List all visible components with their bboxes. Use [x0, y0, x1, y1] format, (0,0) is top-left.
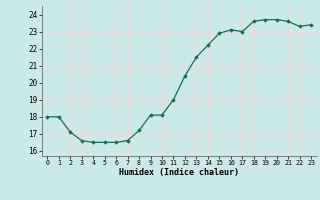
X-axis label: Humidex (Indice chaleur): Humidex (Indice chaleur) — [119, 168, 239, 177]
